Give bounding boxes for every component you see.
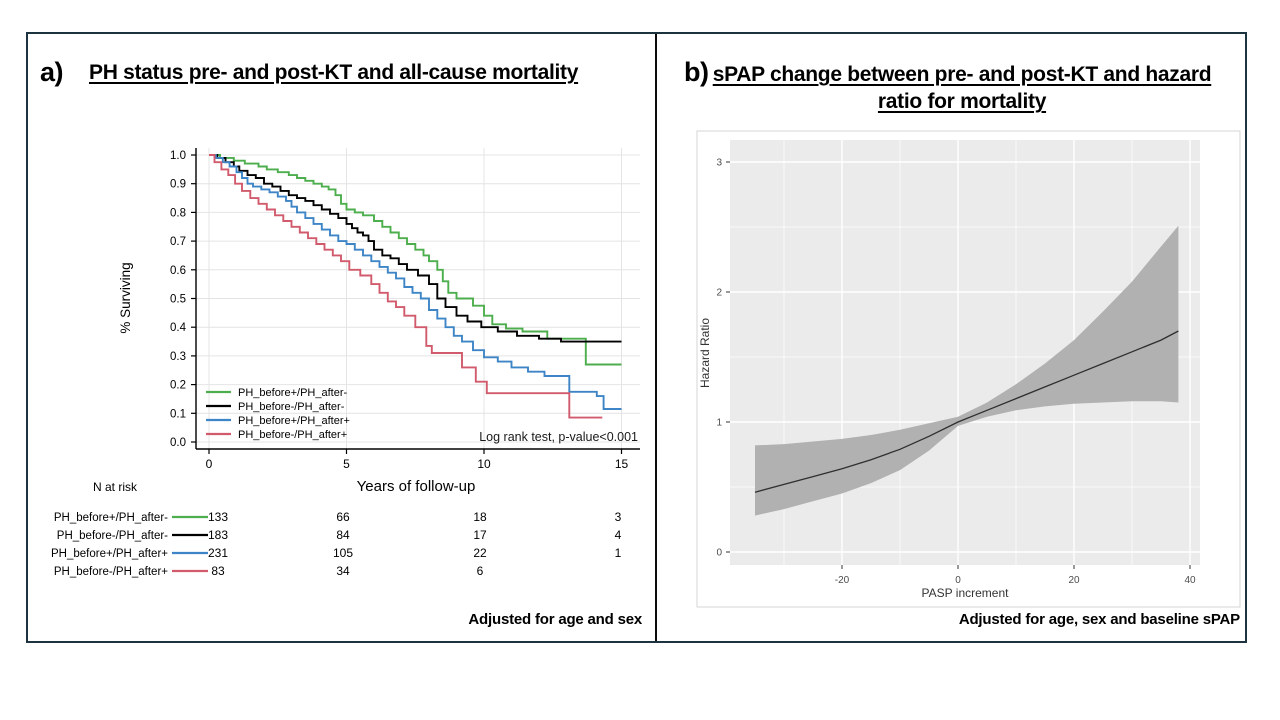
panel-b-footnote: Adjusted for age, sex and baseline sPAP bbox=[958, 611, 1240, 628]
km-risk-count: 4 bbox=[615, 528, 622, 542]
km-y-tick-label: 0.0 bbox=[170, 437, 186, 449]
km-x-tick-label: 15 bbox=[615, 457, 629, 471]
km-y-tick-label: 0.7 bbox=[170, 236, 186, 248]
km-risk-count: 34 bbox=[336, 564, 350, 578]
hr-x-tick-label: 20 bbox=[1068, 575, 1080, 586]
hr-x-axis-label: PASP increment bbox=[922, 586, 1010, 600]
km-y-tick-label: 0.6 bbox=[170, 265, 186, 277]
km-curve bbox=[209, 154, 622, 366]
km-risk-row-label: PH_before-/PH_after+ bbox=[54, 566, 168, 578]
km-curve bbox=[209, 154, 603, 419]
km-x-tick-label: 10 bbox=[477, 457, 491, 471]
hr-confidence-band bbox=[755, 225, 1179, 516]
km-risk-count: 183 bbox=[208, 528, 228, 542]
hr-y-tick-label: 2 bbox=[716, 288, 722, 299]
km-risk-row-label: PH_before+/PH_after+ bbox=[51, 548, 168, 560]
panel-b-label: b) bbox=[684, 57, 709, 87]
km-risk-count: 1 bbox=[615, 546, 622, 560]
km-y-tick-label: 0.8 bbox=[170, 207, 186, 219]
hr-y-tick-label: 0 bbox=[716, 548, 722, 559]
hr-x-tick-label: -20 bbox=[835, 575, 850, 586]
km-risk-count: 133 bbox=[208, 510, 228, 524]
km-risk-count: 3 bbox=[615, 510, 622, 524]
km-legend-label: PH_before-/PH_after- bbox=[238, 401, 345, 413]
hr-y-axis-label: Hazard Ratio bbox=[698, 318, 712, 388]
km-y-tick-label: 0.1 bbox=[170, 408, 186, 420]
panel-divider bbox=[655, 34, 657, 641]
hr-x-tick-label: 40 bbox=[1184, 575, 1196, 586]
km-legend-label: PH_before+/PH_after+ bbox=[238, 415, 350, 427]
km-risk-count: 22 bbox=[473, 546, 487, 560]
km-risk-count: 66 bbox=[336, 510, 350, 524]
km-y-tick-label: 0.9 bbox=[170, 179, 186, 191]
hazard-ratio-chart: 0 1 2 3 -20 0 20 40 Hazard Ratio PASP increment bbox=[696, 130, 1241, 608]
km-legend-label: PH_before-/PH_after+ bbox=[238, 429, 347, 441]
km-risk-count: 231 bbox=[208, 546, 228, 560]
km-y-axis-label: % Surviving bbox=[118, 262, 133, 333]
panel-a-footnote: Adjusted for age and sex bbox=[468, 611, 642, 628]
panel-b-title: sPAP change between pre- and post-KT and… bbox=[712, 63, 1212, 114]
km-y-tick-label: 0.3 bbox=[170, 351, 186, 363]
km-risk-count: 83 bbox=[211, 564, 225, 578]
km-risk-count: 105 bbox=[333, 546, 353, 560]
km-risk-table-title: N at risk bbox=[93, 480, 138, 494]
km-risk-count: 84 bbox=[336, 528, 350, 542]
km-legend-label: PH_before+/PH_after- bbox=[238, 387, 347, 399]
km-y-tick-label: 0.2 bbox=[170, 380, 186, 392]
km-x-axis-label: Years of follow-up bbox=[357, 478, 476, 495]
km-survival-chart: 0.0 0.1 0.2 0.3 0.4 0.5 0.6 0.7 0.8 0.9 1.0 0 5 10 15%… bbox=[51, 148, 640, 578]
km-risk-count: 6 bbox=[477, 564, 484, 578]
km-x-tick-label: 5 bbox=[343, 457, 350, 471]
km-y-tick-label: 0.4 bbox=[170, 322, 187, 334]
km-curve bbox=[209, 154, 622, 410]
km-y-tick-label: 0.5 bbox=[170, 294, 186, 306]
km-x-tick-label: 0 bbox=[206, 457, 213, 471]
panel-a-label: a) bbox=[40, 57, 64, 87]
km-curve bbox=[209, 154, 622, 343]
km-logrank-annotation: Log rank test, p-value<0.001 bbox=[479, 430, 638, 444]
hr-y-tick-label: 3 bbox=[716, 158, 722, 169]
km-risk-row-label: PH_before-/PH_after- bbox=[57, 530, 168, 542]
hr-y-tick-label: 1 bbox=[716, 418, 722, 429]
km-risk-row-label: PH_before+/PH_after- bbox=[54, 512, 168, 524]
hr-x-tick-label: 0 bbox=[955, 575, 961, 586]
km-risk-count: 18 bbox=[473, 510, 487, 524]
panel-a-title: PH status pre- and post-KT and all-cause… bbox=[89, 61, 579, 84]
km-y-tick-label: 1.0 bbox=[170, 150, 186, 162]
hr-spline-line bbox=[754, 330, 1179, 493]
km-risk-count: 17 bbox=[473, 528, 487, 542]
